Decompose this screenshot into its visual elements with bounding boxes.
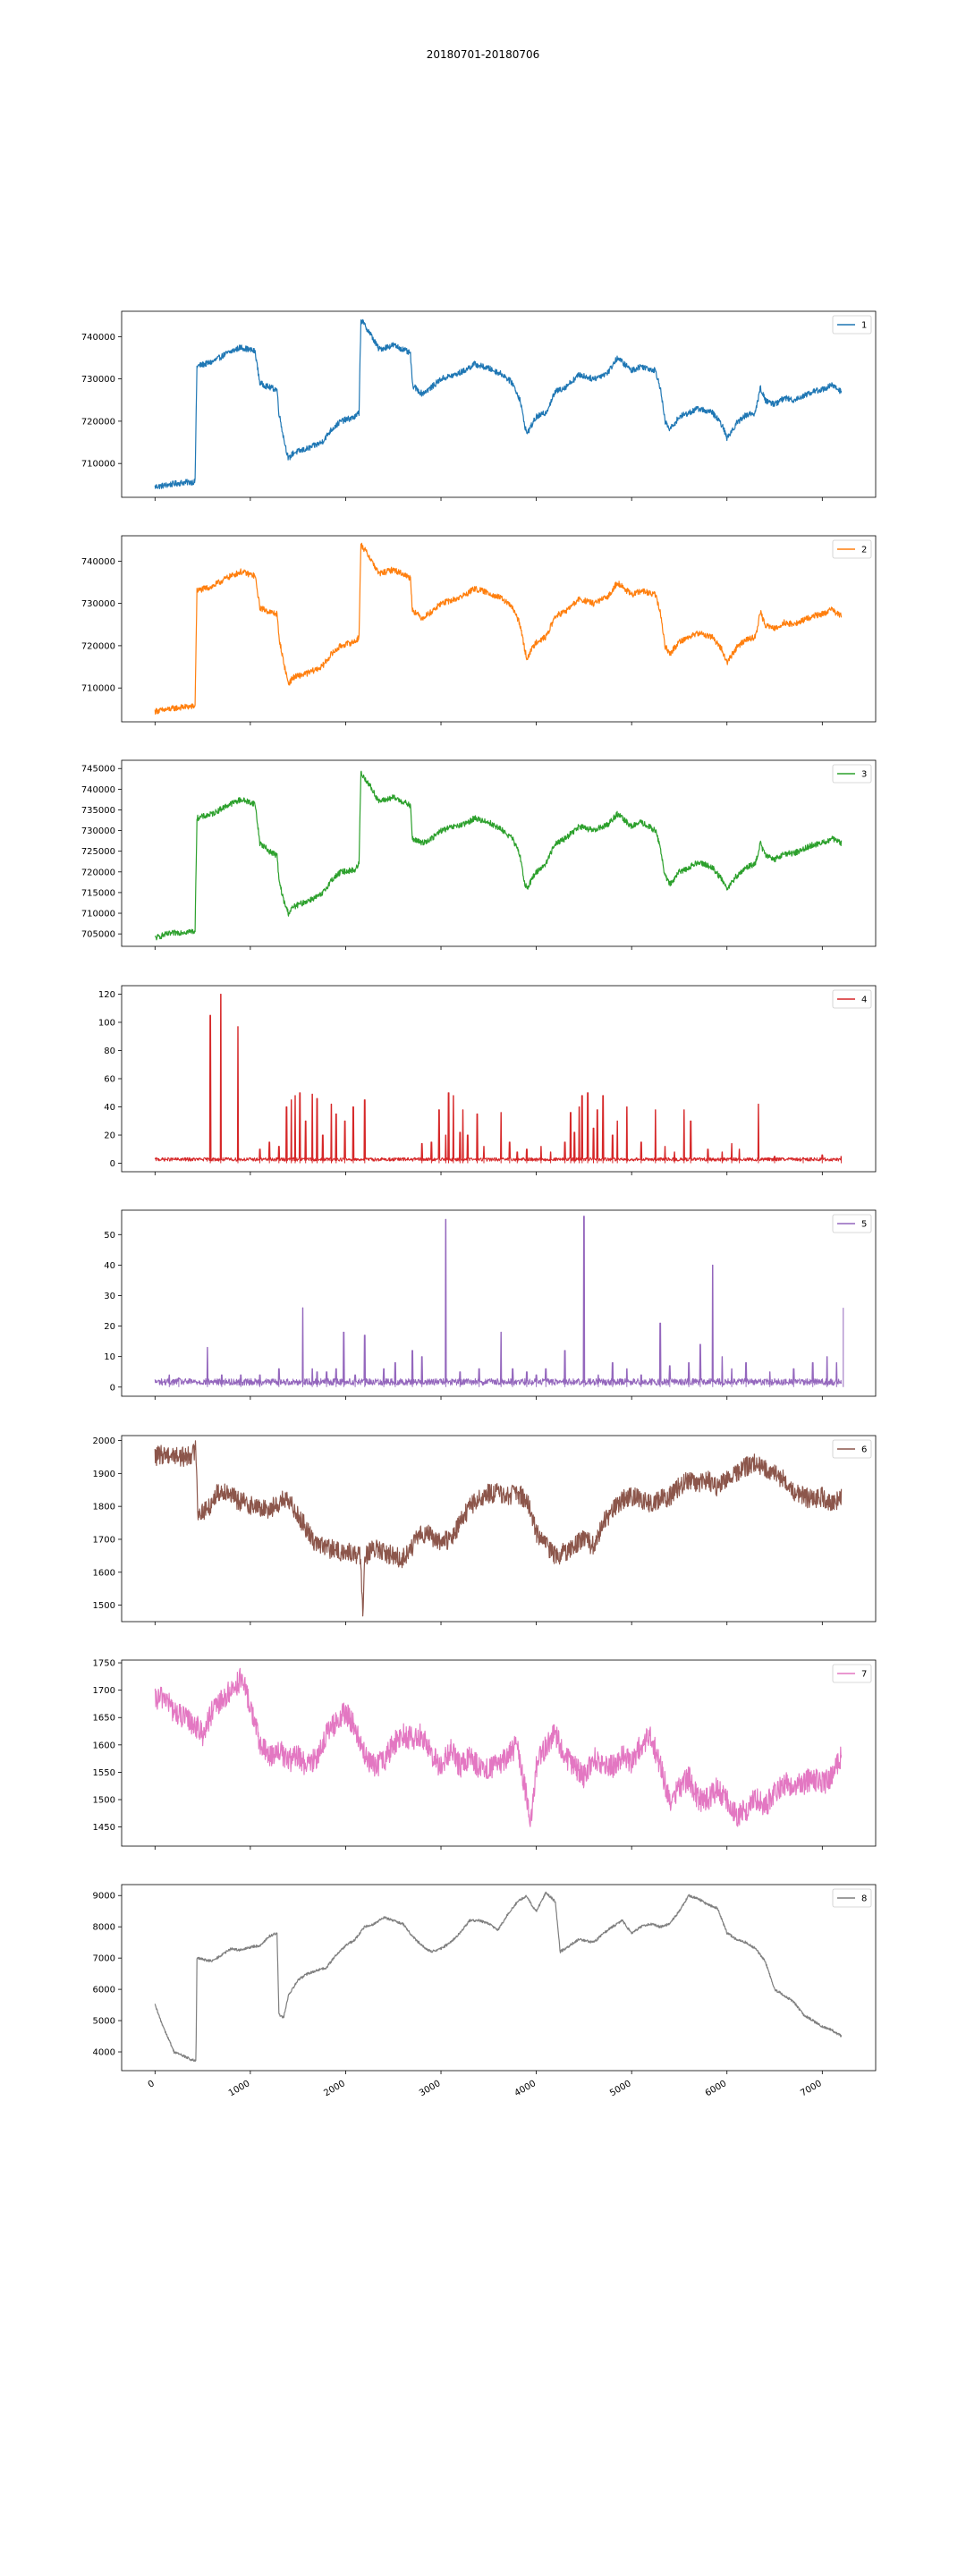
legend-label: 6 xyxy=(861,1445,867,1455)
y-tick-label: 1900 xyxy=(93,1470,115,1479)
y-tick-label: 10 xyxy=(104,1352,115,1362)
legend: 6 xyxy=(832,1439,872,1459)
legend: 7 xyxy=(832,1664,872,1683)
legend: 4 xyxy=(832,989,872,1009)
legend: 2 xyxy=(832,539,872,559)
y-tick-label: 730000 xyxy=(81,375,115,385)
y-tick-label: 80 xyxy=(104,1046,115,1056)
y-tick-label: 20 xyxy=(104,1322,115,1332)
y-tick-label: 1800 xyxy=(93,1503,115,1513)
subplot-6: 1500 1600 1700 1800 1900 2000 6 xyxy=(93,1435,877,1625)
legend: 3 xyxy=(832,764,872,784)
legend-label: 8 xyxy=(861,1894,867,1904)
y-tick-label: 715000 xyxy=(81,888,115,898)
axes-frame xyxy=(121,535,877,723)
legend: 8 xyxy=(832,1888,872,1908)
y-tick-label: 4000 xyxy=(93,2048,115,2058)
y-tick-label: 745000 xyxy=(81,765,115,775)
legend-label: 3 xyxy=(861,770,867,780)
y-tick-label: 1650 xyxy=(93,1714,115,1724)
figure-title: 20180701-20180706 xyxy=(426,48,540,61)
legend-label: 5 xyxy=(861,1220,867,1230)
axes-frame xyxy=(121,759,877,947)
legend: 5 xyxy=(832,1214,872,1233)
legend-label: 2 xyxy=(861,546,867,555)
axes-frame xyxy=(121,1659,877,1847)
y-tick-label: 9000 xyxy=(93,1892,115,1902)
legend-label: 7 xyxy=(861,1670,867,1680)
y-tick-label: 100 xyxy=(98,1018,115,1028)
y-tick-label: 5000 xyxy=(93,2017,115,2027)
axes-frame xyxy=(121,985,877,1173)
series-line-7 xyxy=(154,1667,843,1827)
y-tick-label: 30 xyxy=(104,1292,115,1301)
y-tick-label: 1500 xyxy=(93,1796,115,1806)
y-tick-label: 1700 xyxy=(93,1686,115,1696)
y-tick-label: 60 xyxy=(104,1075,115,1085)
subplot-4: 0 20 40 60 80 100 120 4 xyxy=(98,985,877,1175)
y-tick-label: 1600 xyxy=(93,1568,115,1578)
y-tick-label: 1750 xyxy=(93,1659,115,1669)
y-tick-label: 7000 xyxy=(93,1954,115,1964)
y-tick-label: 0 xyxy=(110,1159,115,1169)
y-tick-label: 720000 xyxy=(81,868,115,877)
y-tick-label: 8000 xyxy=(93,1923,115,1933)
series-line-5 xyxy=(154,1216,844,1387)
y-tick-label: 710000 xyxy=(81,684,115,694)
legend: 1 xyxy=(832,315,872,335)
subplot-8: 4000 5000 6000 7000 8000 9000 0 1000 2000 3000 400… xyxy=(93,1884,877,2098)
subplot-2: 710000 720000 730000 740000 2 xyxy=(81,535,877,725)
y-tick-label: 735000 xyxy=(81,806,115,816)
x-tick-label: 3000 xyxy=(418,2079,443,2098)
subplot-5: 0 10 20 30 40 50 5 xyxy=(104,1209,877,1400)
x-tick-label: 4000 xyxy=(513,2079,538,2098)
y-tick-label: 720000 xyxy=(81,641,115,651)
y-tick-label: 120 xyxy=(98,990,115,1000)
axes-frame xyxy=(121,1435,877,1623)
y-tick-label: 710000 xyxy=(81,910,115,919)
subplot-7: 1450 1500 1550 1600 1650 1700 1750 7 xyxy=(93,1659,877,1850)
y-tick-label: 740000 xyxy=(81,557,115,567)
y-tick-label: 0 xyxy=(110,1383,115,1393)
x-tick-label: 5000 xyxy=(608,2079,633,2098)
x-tick-label: 1000 xyxy=(227,2079,252,2098)
y-tick-label: 730000 xyxy=(81,826,115,836)
y-tick-label: 40 xyxy=(104,1261,115,1271)
series-line-6 xyxy=(154,1440,843,1617)
subplot-3: 705000 710000 715000 720000 725000 730000 7350… xyxy=(81,759,877,950)
axes-frame xyxy=(121,1209,877,1397)
y-tick-label: 705000 xyxy=(81,930,115,940)
x-tick-label: 0 xyxy=(147,2079,157,2090)
axes-frame xyxy=(121,1884,877,2072)
y-tick-label: 720000 xyxy=(81,417,115,427)
x-tick-label: 6000 xyxy=(704,2079,729,2098)
y-tick-label: 730000 xyxy=(81,599,115,609)
x-tick-label: 7000 xyxy=(799,2079,824,2098)
series-line-2 xyxy=(154,542,843,715)
axes-frame xyxy=(121,310,877,498)
y-tick-label: 1600 xyxy=(93,1741,115,1750)
y-tick-label: 710000 xyxy=(81,460,115,470)
legend-label: 4 xyxy=(861,996,867,1005)
y-tick-label: 20 xyxy=(104,1131,115,1141)
y-tick-label: 1550 xyxy=(93,1768,115,1778)
y-tick-label: 6000 xyxy=(93,1986,115,1996)
legend-label: 1 xyxy=(861,321,867,331)
series-line-8 xyxy=(154,1891,843,2063)
y-tick-label: 50 xyxy=(104,1231,115,1241)
subplot-1: 710000 720000 730000 740000 1 xyxy=(81,310,877,501)
y-tick-label: 1450 xyxy=(93,1823,115,1833)
y-tick-label: 1500 xyxy=(93,1601,115,1611)
x-tick-label: 2000 xyxy=(322,2079,347,2098)
series-line-3 xyxy=(154,770,843,941)
series-line-4 xyxy=(154,994,843,1164)
y-tick-label: 2000 xyxy=(93,1436,115,1446)
y-tick-label: 725000 xyxy=(81,847,115,857)
series-line-1 xyxy=(154,318,843,489)
y-tick-label: 740000 xyxy=(81,785,115,795)
y-tick-label: 740000 xyxy=(81,333,115,343)
y-tick-label: 40 xyxy=(104,1103,115,1113)
y-tick-label: 1700 xyxy=(93,1535,115,1545)
